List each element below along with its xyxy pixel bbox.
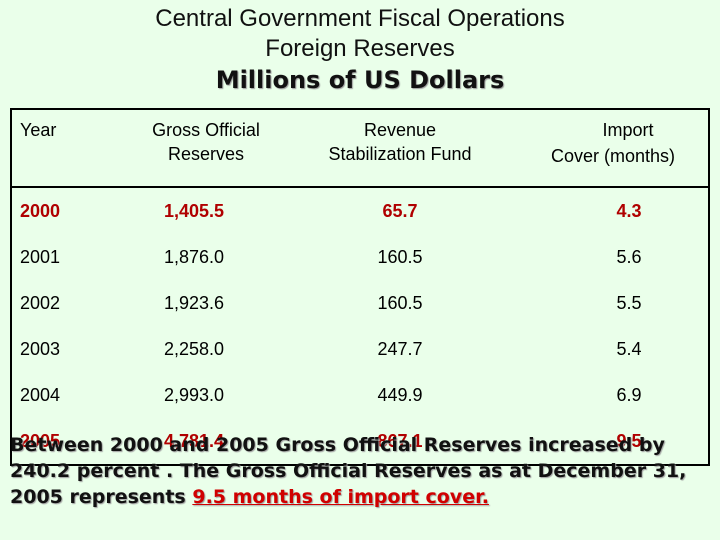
cell-import-cover: 9.5 (616, 430, 642, 451)
reserves-table: Year Gross Official Reserves Revenue Sta… (10, 108, 710, 466)
header-revenue-stabilization-fund: Revenue Stabilization Fund (300, 109, 500, 187)
header-imp-line2: Cover (months) (550, 146, 676, 166)
cell-import-cover: 5.4 (616, 338, 642, 359)
cell-year: 2000 (20, 200, 61, 221)
cell-gross: 1,405.5 (164, 200, 225, 221)
cell-rsf: 160.5 (377, 246, 423, 267)
title-line-1: Central Government Fiscal Operations (155, 5, 565, 32)
header-gross-official-reserves: Gross Official Reserves (112, 109, 300, 187)
header-rsf-line2: Stabilization Fund (328, 144, 472, 164)
header-year: Year (20, 120, 57, 140)
title-block: Central Government Fiscal Operations For… (0, 4, 720, 96)
cell-import-cover: 5.5 (616, 292, 642, 313)
cell-import-cover: 6.9 (616, 384, 642, 405)
cell-gross: 4,781.4 (164, 430, 225, 451)
table-header-row: Year Gross Official Reserves Revenue Sta… (11, 109, 709, 187)
header-import-cover: Import Cover (months) (500, 109, 709, 187)
cell-gross: 2,993.0 (164, 384, 225, 405)
summary-highlight: 9.5 months of import cover. (192, 486, 489, 508)
header-imp-line1: Import (602, 120, 654, 140)
header-rsf-line1: Revenue (363, 120, 437, 140)
summary-paragraph: Between 2000 and 2005 Gross Official Res… (10, 432, 715, 510)
cell-year: 2003 (20, 338, 61, 359)
cell-gross: 2,258.0 (164, 338, 225, 359)
cell-gross: 1,876.0 (164, 246, 225, 267)
cell-rsf: 65.7 (382, 200, 418, 221)
cell-gross: 1,923.6 (164, 292, 225, 313)
table-row: 2002 1,923.6 160.5 5.5 (11, 280, 709, 326)
cell-year: 2004 (20, 384, 61, 405)
title-units: Millions of US Dollars (215, 66, 505, 94)
table-row: 2005 4,781.4 867.1 9.5 (11, 418, 709, 465)
table-row: 2003 2,258.0 247.7 5.4 (11, 326, 709, 372)
cell-year: 2002 (20, 292, 61, 313)
cell-rsf: 449.9 (377, 384, 423, 405)
header-gross-line1: Gross Official (152, 120, 260, 140)
table-row: 2001 1,876.0 160.5 5.6 (11, 234, 709, 280)
table-row: 2004 2,993.0 449.9 6.9 (11, 372, 709, 418)
table-row: 2000 1,405.5 65.7 4.3 (11, 187, 709, 234)
cell-year: 2001 (20, 246, 61, 267)
title-line-2: Foreign Reserves (265, 35, 455, 62)
header-gross-line2: Reserves (167, 144, 245, 164)
cell-rsf: 160.5 (377, 292, 423, 313)
cell-rsf: 247.7 (377, 338, 423, 359)
cell-year: 2005 (20, 430, 61, 451)
summary-text: Between 2000 and 2005 Gross Official Res… (10, 434, 687, 508)
cell-import-cover: 4.3 (616, 200, 642, 221)
cell-import-cover: 5.6 (616, 246, 642, 267)
cell-rsf: 867.1 (377, 430, 423, 451)
